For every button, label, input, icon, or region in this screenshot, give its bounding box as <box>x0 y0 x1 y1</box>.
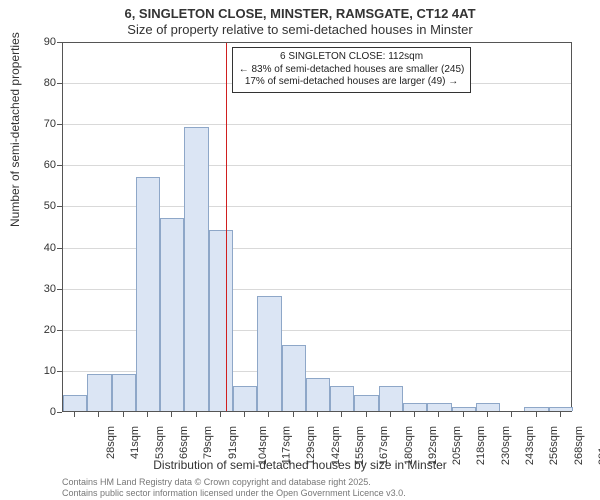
x-tick-label: 79sqm <box>202 426 214 459</box>
annotation-line2: ← 83% of semi-detached houses are smalle… <box>239 64 465 77</box>
y-tick-label: 0 <box>16 406 56 418</box>
x-tick-label: 53sqm <box>154 426 166 459</box>
y-tick-mark <box>57 412 62 413</box>
y-tick-mark <box>57 206 62 207</box>
histogram-bar <box>87 374 111 411</box>
annotation-line1: 6 SINGLETON CLOSE: 112sqm <box>239 51 465 64</box>
histogram-bar <box>233 386 257 411</box>
histogram-bar <box>427 403 451 411</box>
x-tick-mark <box>414 412 415 417</box>
footnote-line1: Contains HM Land Registry data © Crown c… <box>62 477 371 487</box>
x-tick-mark <box>366 412 367 417</box>
footnote-line2: Contains public sector information licen… <box>62 488 406 498</box>
x-tick-mark <box>74 412 75 417</box>
y-tick-mark <box>57 83 62 84</box>
histogram-bar <box>354 395 378 411</box>
x-tick-mark <box>123 412 124 417</box>
histogram-bar <box>403 403 427 411</box>
gridline-h <box>63 124 571 125</box>
x-tick-label: 41sqm <box>129 426 141 459</box>
histogram-bar <box>306 378 330 411</box>
histogram-bar <box>184 127 208 411</box>
histogram-bar <box>136 177 160 411</box>
reference-line <box>226 43 227 411</box>
gridline-h <box>63 165 571 166</box>
histogram-bar <box>209 230 233 411</box>
x-tick-label: 66sqm <box>178 426 190 459</box>
x-tick-mark <box>196 412 197 417</box>
x-tick-mark <box>390 412 391 417</box>
x-tick-mark <box>560 412 561 417</box>
x-tick-mark <box>220 412 221 417</box>
y-tick-mark <box>57 124 62 125</box>
y-tick-label: 10 <box>16 365 56 377</box>
x-tick-mark <box>317 412 318 417</box>
x-tick-mark <box>487 412 488 417</box>
x-tick-label: 28sqm <box>105 426 117 459</box>
histogram-bar <box>257 296 281 411</box>
plot-area: 6 SINGLETON CLOSE: 112sqm← 83% of semi-d… <box>62 42 572 412</box>
histogram-bar <box>379 386 403 411</box>
x-tick-mark <box>98 412 99 417</box>
y-tick-mark <box>57 289 62 290</box>
y-tick-mark <box>57 371 62 372</box>
annotation-box: 6 SINGLETON CLOSE: 112sqm← 83% of semi-d… <box>232 47 472 93</box>
x-tick-mark <box>147 412 148 417</box>
annotation-line3: 17% of semi-detached houses are larger (… <box>239 76 465 89</box>
y-tick-label: 40 <box>16 242 56 254</box>
histogram-bar <box>330 386 354 411</box>
y-tick-mark <box>57 165 62 166</box>
histogram-chart: 6, SINGLETON CLOSE, MINSTER, RAMSGATE, C… <box>0 0 600 500</box>
x-axis-label: Distribution of semi-detached houses by … <box>0 458 600 472</box>
chart-title-address: 6, SINGLETON CLOSE, MINSTER, RAMSGATE, C… <box>0 6 600 21</box>
y-tick-label: 60 <box>16 159 56 171</box>
histogram-bar <box>476 403 500 411</box>
y-tick-label: 50 <box>16 200 56 212</box>
y-tick-mark <box>57 42 62 43</box>
x-tick-mark <box>268 412 269 417</box>
x-tick-mark <box>511 412 512 417</box>
histogram-bar <box>160 218 184 411</box>
y-tick-label: 80 <box>16 77 56 89</box>
y-tick-label: 90 <box>16 36 56 48</box>
y-tick-label: 30 <box>16 283 56 295</box>
x-tick-mark <box>341 412 342 417</box>
y-tick-label: 20 <box>16 324 56 336</box>
histogram-bar <box>112 374 136 411</box>
y-tick-mark <box>57 248 62 249</box>
x-tick-mark <box>293 412 294 417</box>
x-tick-label: 91sqm <box>227 426 239 459</box>
y-tick-label: 70 <box>16 118 56 130</box>
y-tick-mark <box>57 330 62 331</box>
histogram-bar <box>524 407 548 411</box>
x-tick-mark <box>438 412 439 417</box>
x-tick-mark <box>536 412 537 417</box>
chart-subtitle: Size of property relative to semi-detach… <box>0 22 600 37</box>
histogram-bar <box>282 345 306 411</box>
x-tick-mark <box>171 412 172 417</box>
x-tick-mark <box>463 412 464 417</box>
x-tick-mark <box>244 412 245 417</box>
histogram-bar <box>63 395 87 411</box>
histogram-bar <box>549 407 573 411</box>
histogram-bar <box>452 407 476 411</box>
